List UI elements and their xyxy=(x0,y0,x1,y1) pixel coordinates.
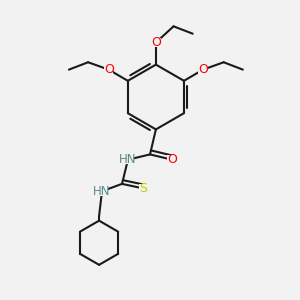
Text: S: S xyxy=(139,182,147,195)
FancyBboxPatch shape xyxy=(104,65,113,74)
Text: O: O xyxy=(198,63,208,76)
FancyBboxPatch shape xyxy=(139,184,147,192)
FancyBboxPatch shape xyxy=(167,155,177,164)
FancyBboxPatch shape xyxy=(151,38,160,47)
Text: O: O xyxy=(167,153,177,166)
Text: HN: HN xyxy=(119,153,137,166)
FancyBboxPatch shape xyxy=(96,187,108,196)
Text: O: O xyxy=(151,36,161,49)
FancyBboxPatch shape xyxy=(122,155,134,164)
FancyBboxPatch shape xyxy=(198,65,208,74)
Text: HN: HN xyxy=(93,185,111,198)
Text: O: O xyxy=(104,63,114,76)
